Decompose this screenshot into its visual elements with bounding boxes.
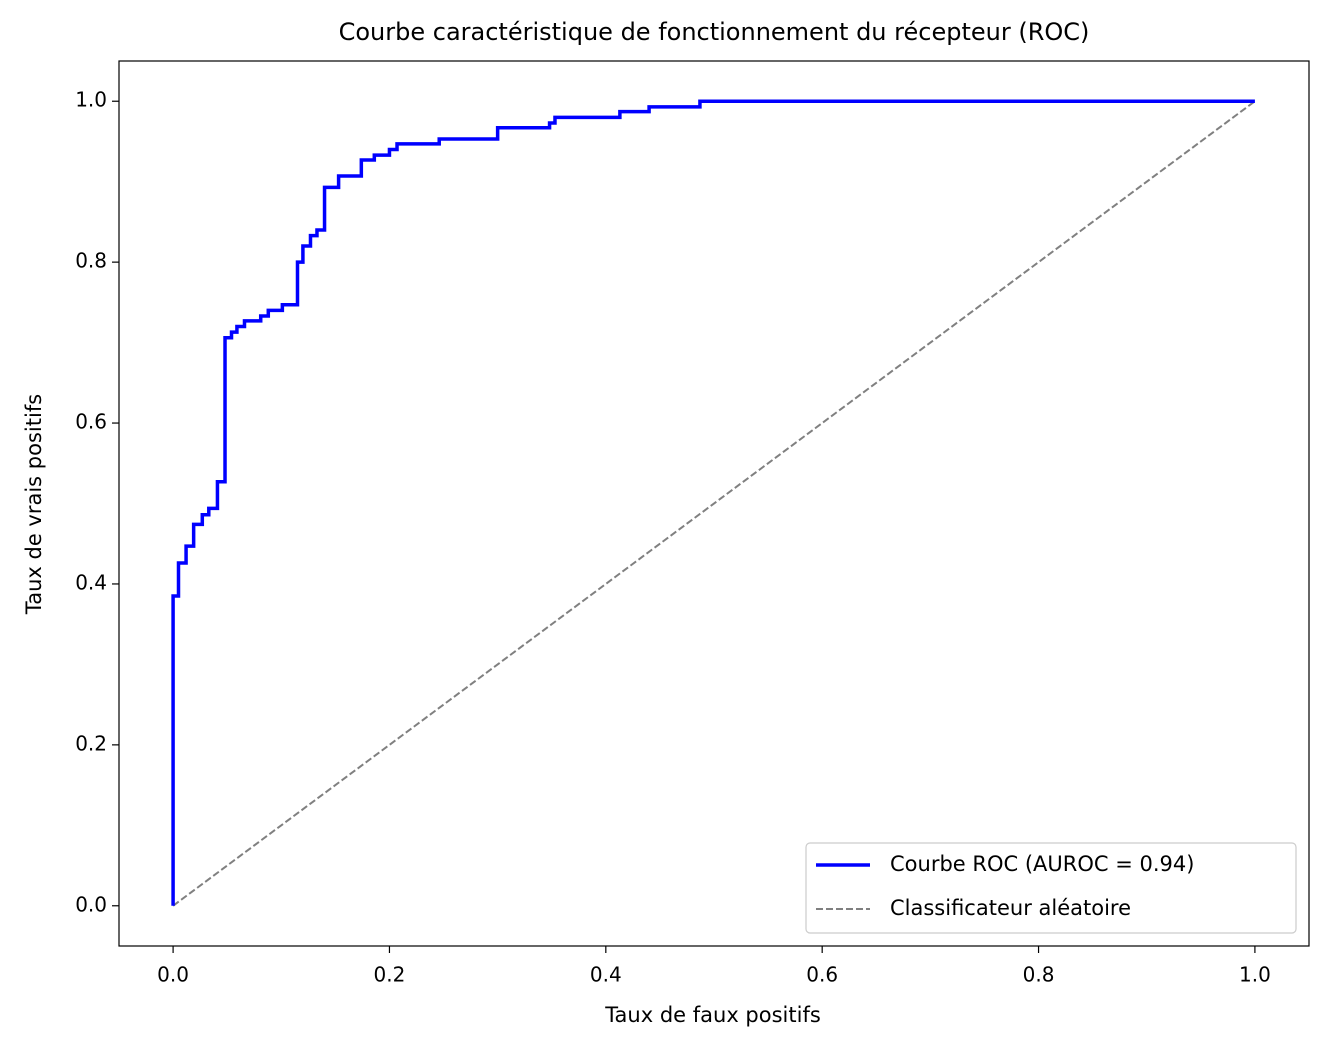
x-tick-label: 0.0 (157, 963, 189, 987)
x-tick-label: 0.4 (590, 963, 622, 987)
series-line (172, 100, 1256, 907)
x-tick-label: 0.6 (806, 963, 838, 987)
x-tick-label: 1.0 (1239, 963, 1271, 987)
y-tick-label: 0.6 (75, 410, 107, 434)
x-tick-label: 0.2 (374, 963, 406, 987)
legend-label: Courbe ROC (AUROC = 0.94) (890, 852, 1194, 876)
y-tick-label: 0.4 (75, 570, 107, 594)
y-tick-label: 0.8 (75, 249, 107, 273)
y-tick-label: 0.0 (75, 892, 107, 916)
plot-frame (118, 60, 1310, 947)
legend-box (805, 842, 1297, 934)
y-tick-label: 0.2 (75, 731, 107, 755)
x-axis-label: Taux de faux positifs (604, 1003, 821, 1027)
chart-title: Courbe caractéristique de fonctionnement… (339, 18, 1090, 46)
y-axis-label: Taux de vrais positifs (22, 394, 46, 615)
x-tick-label: 0.8 (1023, 963, 1055, 987)
series-line (171, 99, 1255, 906)
legend-label: Classificateur aléatoire (890, 896, 1131, 920)
y-tick-label: 1.0 (75, 88, 107, 112)
